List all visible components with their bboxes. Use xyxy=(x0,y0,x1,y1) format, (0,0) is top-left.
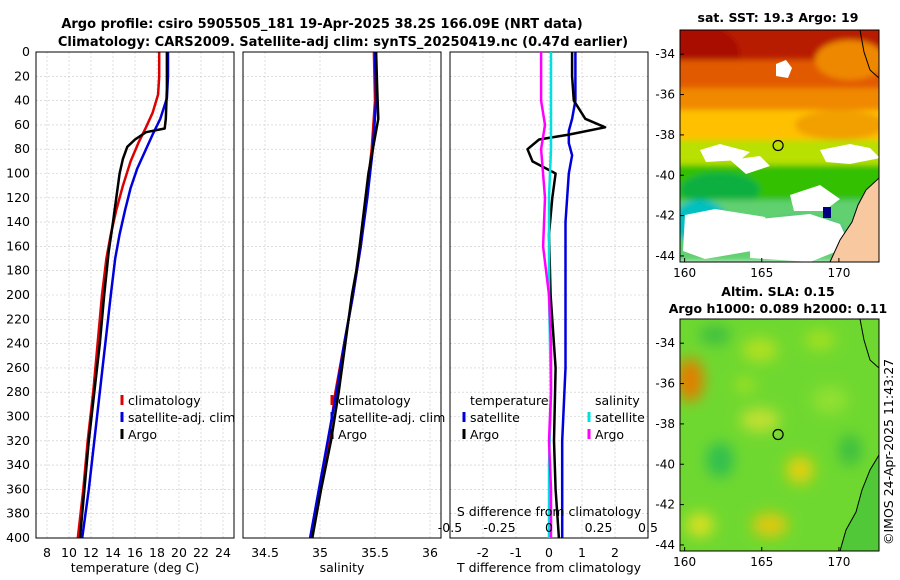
sst-map: sat. SST: 19.3 Argo: 19 xyxy=(655,10,880,280)
map-x-tick-label: 170 xyxy=(827,266,850,280)
series-line-satellite-adj-clim xyxy=(80,52,170,539)
x-tick-label: 14 xyxy=(105,545,121,560)
y-tick-label: 300 xyxy=(6,409,30,424)
figure-title-line1: Argo profile: csiro 5905505_181 19-Apr-2… xyxy=(61,17,582,32)
series-line-argo xyxy=(78,52,169,539)
y-tick-label: 380 xyxy=(6,506,30,521)
y-tick-label: 260 xyxy=(6,360,30,375)
legend-label: Argo xyxy=(470,427,499,442)
map-x-tick-label: 165 xyxy=(750,266,773,280)
y-tick-label: 120 xyxy=(6,190,30,205)
x-tick-label: 0 xyxy=(545,545,553,560)
y-tick-label: 200 xyxy=(6,287,30,302)
temperature-panel: 8 10 12 14 16 18 20 22 2402040608010012014016018… xyxy=(6,44,235,575)
map-y-tick-label: -38 xyxy=(655,128,675,142)
x-tick-label: -2 xyxy=(477,545,489,560)
legend-label: Argo xyxy=(128,427,157,442)
x-tick-label: 22 xyxy=(193,545,209,560)
x-tick-label: 20 xyxy=(171,545,187,560)
y-tick-label: 180 xyxy=(6,263,30,278)
map-x-tick-label: 160 xyxy=(673,266,696,280)
series-line-climatology xyxy=(76,52,161,539)
legend-label: satellite xyxy=(470,410,520,425)
y-tick-label: 160 xyxy=(6,238,30,253)
map-y-tick-label: -40 xyxy=(655,457,675,471)
legend-label: satellite xyxy=(595,410,645,425)
legend-title-salinity: salinity xyxy=(595,393,640,408)
sla-map-title-line2: Argo h1000: 0.089 h2000: 0.11 xyxy=(669,301,888,316)
legend-label: Argo xyxy=(338,427,367,442)
top-axis-label: S difference from climatology xyxy=(457,504,642,519)
map-y-tick-label: -38 xyxy=(655,417,675,431)
figure-title-line2: Climatology: CARS2009. Satellite-adj cli… xyxy=(58,35,628,50)
x-tick-label: 8 xyxy=(43,545,51,560)
series-line-t-argo xyxy=(526,52,607,539)
top-tick-label: -0.25 xyxy=(483,520,515,535)
x-axis-label: temperature (deg C) xyxy=(71,560,200,575)
legend-label: climatology xyxy=(128,393,201,408)
map-x-tick-label: 170 xyxy=(827,555,850,569)
sst-map-title: sat. SST: 19.3 Argo: 19 xyxy=(698,10,859,25)
imos-timestamp: ©IMOS 24-Apr-2025 11:43:27 xyxy=(881,359,896,545)
x-tick-label: 2 xyxy=(611,545,619,560)
map-y-tick-label: -44 xyxy=(655,249,675,263)
x-axis-label: T difference from climatology xyxy=(456,560,642,575)
y-tick-label: 80 xyxy=(14,141,30,156)
sla-map: Altim. SLA: 0.15 Argo h1000: 0.089 h2000… xyxy=(655,284,887,569)
x-tick-label: 24 xyxy=(215,545,231,560)
x-tick-label: 1 xyxy=(578,545,586,560)
top-tick-label: 0.25 xyxy=(585,520,613,535)
x-tick-label: 35.5 xyxy=(361,545,389,560)
legend-label: satellite-adj. clim xyxy=(128,410,235,425)
plot-frame xyxy=(35,51,235,539)
series-line-t-satellite xyxy=(560,52,577,538)
x-tick-label: 16 xyxy=(127,545,143,560)
x-tick-label: -1 xyxy=(510,545,522,560)
map-y-tick-label: -44 xyxy=(655,538,675,552)
x-tick-label: 35 xyxy=(312,545,328,560)
y-tick-label: 100 xyxy=(6,166,30,181)
plot-frame xyxy=(242,51,442,539)
sla-map-title-line1: Altim. SLA: 0.15 xyxy=(721,284,834,299)
top-tick-label: 0.5 xyxy=(638,520,658,535)
legend-label: climatology xyxy=(338,393,411,408)
map-y-tick-label: -36 xyxy=(655,88,675,102)
x-tick-label: 18 xyxy=(149,545,165,560)
y-tick-label: 20 xyxy=(14,68,30,83)
y-tick-label: 60 xyxy=(14,117,30,132)
series-line-s-argo xyxy=(539,52,553,538)
x-tick-label: 10 xyxy=(61,545,77,560)
x-axis-label: salinity xyxy=(320,560,365,575)
legend-title-temperature: temperature xyxy=(470,393,549,408)
map-x-tick-label: 160 xyxy=(673,555,696,569)
y-tick-label: 340 xyxy=(6,457,30,472)
map-x-tick-label: 165 xyxy=(750,555,773,569)
x-tick-label: 12 xyxy=(83,545,99,560)
y-tick-label: 280 xyxy=(6,384,30,399)
map-y-tick-label: -34 xyxy=(655,336,675,350)
map-y-tick-label: -42 xyxy=(655,209,675,223)
y-tick-label: 240 xyxy=(6,336,30,351)
y-tick-label: 140 xyxy=(6,214,30,229)
y-tick-label: 400 xyxy=(6,530,30,545)
map-y-tick-label: -36 xyxy=(655,377,675,391)
difference-panel: -2 -1 0 1 2T difference from climatology S di… xyxy=(438,51,658,575)
salinity-panel: 34.5 35 35.5 36 salinity climatology satellite… xyxy=(242,51,445,575)
map-y-tick-label: -40 xyxy=(655,168,675,182)
legend-label: satellite-adj. clim xyxy=(338,410,445,425)
map-y-tick-label: -34 xyxy=(655,47,675,61)
top-tick-label: -0.5 xyxy=(438,520,462,535)
map-y-tick-label: -42 xyxy=(655,498,675,512)
x-tick-label: 34.5 xyxy=(251,545,279,560)
y-tick-label: 220 xyxy=(6,311,30,326)
y-tick-label: 40 xyxy=(14,93,30,108)
top-tick-label: 0 xyxy=(545,520,553,535)
legend-label: Argo xyxy=(595,427,624,442)
x-tick-label: 36 xyxy=(422,545,438,560)
y-tick-label: 320 xyxy=(6,433,30,448)
y-tick-label: 360 xyxy=(6,481,30,496)
y-tick-label: 0 xyxy=(22,44,30,59)
